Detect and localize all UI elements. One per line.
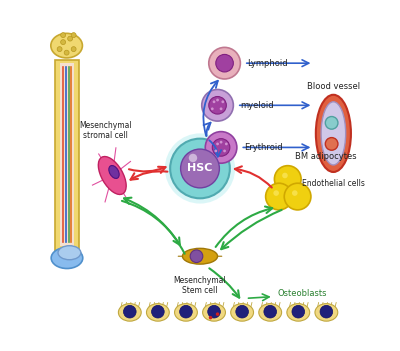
Circle shape (223, 150, 226, 152)
Circle shape (216, 312, 219, 316)
Ellipse shape (321, 102, 346, 165)
Circle shape (209, 47, 240, 79)
Ellipse shape (146, 304, 169, 321)
Ellipse shape (182, 249, 218, 264)
Circle shape (282, 173, 288, 178)
Ellipse shape (51, 247, 83, 269)
Text: HSC: HSC (187, 164, 213, 173)
Circle shape (190, 250, 203, 263)
Ellipse shape (315, 304, 338, 321)
Text: Mesenchymal
stromal cell: Mesenchymal stromal cell (79, 121, 132, 140)
Text: myeloid: myeloid (240, 101, 274, 110)
Text: BM adipocytes: BM adipocytes (295, 152, 356, 161)
Circle shape (180, 305, 192, 318)
Circle shape (264, 305, 276, 318)
Circle shape (220, 107, 222, 110)
Polygon shape (60, 63, 74, 246)
Circle shape (212, 139, 230, 156)
Circle shape (71, 47, 76, 52)
Circle shape (209, 97, 226, 114)
Text: Mesenchymal
Stem cell: Mesenchymal Stem cell (174, 276, 226, 295)
Circle shape (325, 117, 338, 129)
Polygon shape (55, 60, 79, 253)
Circle shape (214, 150, 217, 152)
Circle shape (165, 133, 235, 204)
Circle shape (61, 40, 66, 45)
Circle shape (216, 54, 233, 72)
Circle shape (225, 143, 228, 145)
Ellipse shape (316, 95, 351, 172)
Circle shape (61, 33, 66, 38)
Circle shape (266, 183, 292, 210)
Circle shape (216, 99, 219, 101)
Circle shape (211, 107, 214, 110)
Ellipse shape (203, 304, 226, 321)
Circle shape (273, 190, 279, 196)
Circle shape (68, 36, 72, 41)
Circle shape (71, 33, 76, 38)
Circle shape (57, 47, 62, 52)
Circle shape (189, 154, 197, 162)
Circle shape (274, 166, 301, 192)
Circle shape (325, 138, 338, 150)
Text: Lymphoid: Lymphoid (247, 59, 288, 68)
Circle shape (152, 305, 164, 318)
Ellipse shape (231, 304, 254, 321)
Text: Erythroid: Erythroid (244, 143, 282, 152)
Circle shape (320, 305, 333, 318)
Circle shape (216, 143, 219, 145)
Ellipse shape (118, 304, 141, 321)
Ellipse shape (287, 304, 310, 321)
Text: Blood vessel: Blood vessel (307, 82, 360, 91)
Circle shape (205, 132, 237, 163)
Ellipse shape (98, 157, 126, 194)
Circle shape (284, 183, 311, 210)
Circle shape (181, 149, 219, 188)
Text: Osteoblasts: Osteoblasts (277, 289, 327, 298)
Circle shape (202, 90, 233, 121)
Circle shape (170, 139, 230, 198)
Ellipse shape (58, 246, 81, 260)
Circle shape (292, 190, 298, 196)
Text: Endothelial cells: Endothelial cells (302, 179, 365, 188)
Circle shape (209, 316, 212, 319)
Circle shape (213, 100, 216, 103)
Ellipse shape (109, 166, 119, 178)
Circle shape (236, 305, 248, 318)
Circle shape (208, 305, 220, 318)
Circle shape (220, 141, 222, 144)
Circle shape (222, 100, 224, 103)
Circle shape (124, 305, 136, 318)
Ellipse shape (259, 304, 282, 321)
Circle shape (292, 305, 304, 318)
Circle shape (64, 50, 69, 55)
Ellipse shape (51, 33, 82, 58)
Ellipse shape (174, 304, 197, 321)
